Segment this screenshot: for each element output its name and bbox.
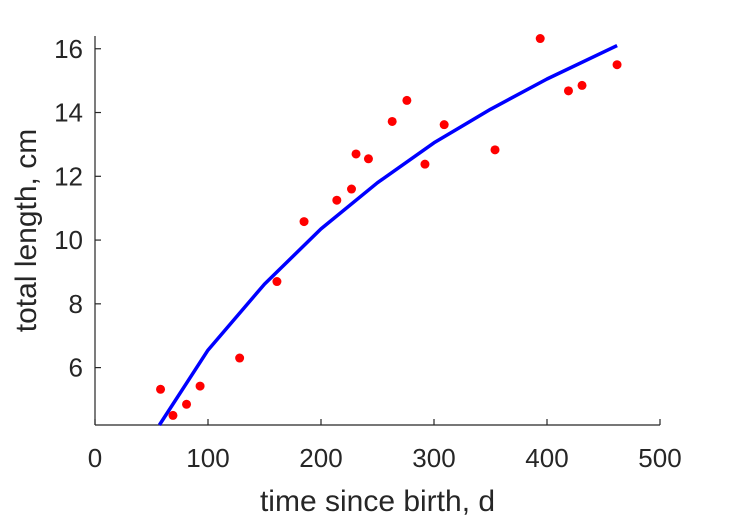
data-point (490, 145, 500, 155)
data-point (332, 195, 342, 205)
data-point (612, 60, 622, 70)
data-point (347, 184, 357, 194)
data-point (402, 95, 412, 105)
x-tick-label: 400 (525, 443, 568, 473)
data-point (535, 34, 545, 44)
x-tick-label: 300 (412, 443, 455, 473)
data-point (168, 410, 178, 420)
data-point (195, 381, 205, 391)
x-axis-label: time since birth, d (260, 485, 495, 518)
x-axis: 0 100 200 300 400 500 (88, 419, 682, 473)
x-tick-label: 100 (186, 443, 229, 473)
fit-curve (157, 44, 618, 426)
data-point (182, 399, 192, 409)
y-axis-label: total length, cm (10, 129, 43, 332)
data-point (156, 384, 166, 394)
data-point (351, 149, 361, 159)
y-tick-label: 8 (69, 289, 83, 319)
data-point (272, 277, 282, 287)
plot-area (156, 34, 622, 426)
y-tick-label: 16 (54, 34, 83, 64)
y-tick-label: 10 (54, 225, 83, 255)
y-tick-label: 6 (69, 353, 83, 383)
data-point (363, 154, 373, 164)
y-tick-label: 14 (54, 98, 83, 128)
x-tick-label: 0 (88, 443, 102, 473)
y-axis: 6 8 10 12 14 16 (54, 34, 101, 425)
data-point (563, 86, 573, 96)
data-point (577, 80, 587, 90)
data-point (235, 353, 245, 363)
data-point (299, 217, 309, 227)
y-tick-label: 12 (54, 161, 83, 191)
data-point (420, 159, 430, 169)
data-point (387, 116, 397, 126)
x-tick-label: 200 (299, 443, 342, 473)
x-tick-label: 500 (638, 443, 681, 473)
data-point (439, 120, 449, 130)
